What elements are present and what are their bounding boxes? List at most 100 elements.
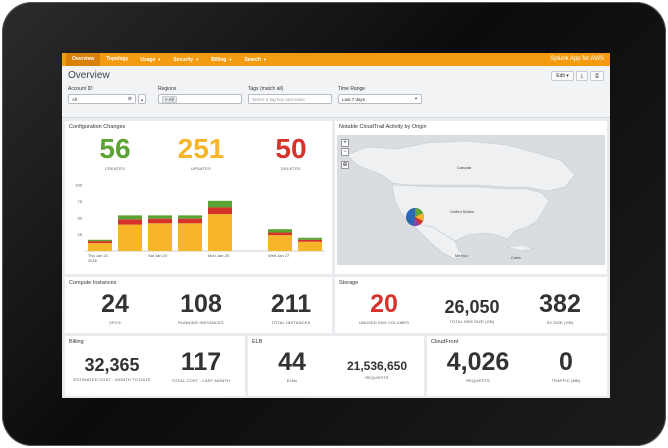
account-select-value: All bbox=[72, 96, 78, 102]
clear-icon[interactable]: ⊗ bbox=[127, 96, 132, 102]
nav-overview-label: Overview bbox=[72, 56, 95, 62]
page-header: Overview Edit ▾ ⤓ ⎙ bbox=[62, 66, 610, 84]
tags-filter: Tags (match all) Select a tag key and va… bbox=[248, 86, 332, 104]
x-tick-label: Sat Jan 23 bbox=[148, 253, 168, 258]
edit-button[interactable]: Edit ▾ bbox=[551, 71, 574, 81]
pie-slice-green bbox=[415, 208, 423, 217]
updates-stat[interactable]: 251 UPDATES bbox=[165, 135, 237, 172]
billing-panel: Billing 32,365 ESTIMATED COST - MONTH TO… bbox=[65, 336, 245, 396]
bar-segment bbox=[268, 229, 292, 233]
estimated-cost-value: 32,365 bbox=[84, 355, 140, 375]
last-month-cost-value: 117 bbox=[180, 348, 222, 376]
nav-billing-label: Billing bbox=[211, 57, 227, 63]
regions-multiselect[interactable]: × All bbox=[158, 94, 242, 104]
x-tick-label: Mon Jan 25 bbox=[208, 253, 230, 258]
bar-segment bbox=[208, 200, 232, 208]
time-filter: Time Range Last 7 days ▼ bbox=[338, 86, 422, 104]
unused-ebs-stat[interactable]: 20 UNUSED EBS VOLUMES bbox=[345, 290, 423, 326]
y-tick-label: 75 bbox=[78, 199, 83, 204]
header-actions: Edit ▾ ⤓ ⎙ bbox=[551, 71, 604, 81]
cloudtrail-map[interactable]: Canada United States Mexico Cuba bbox=[337, 135, 605, 265]
bar-segment bbox=[148, 218, 172, 224]
elb-requests-value: 21,536,650 bbox=[346, 359, 408, 373]
cloudfront-traffic-value: 0 bbox=[559, 348, 573, 376]
estimated-cost-stat[interactable]: 32,365 ESTIMATED COST - MONTH TO DATE bbox=[69, 356, 155, 382]
print-icon: ⎙ bbox=[594, 73, 599, 79]
pie-slice-purple bbox=[413, 217, 419, 227]
compute-title: Compute Instances bbox=[69, 280, 117, 286]
pie-slice-red bbox=[415, 217, 423, 225]
deletes-stat[interactable]: 50 DELETES bbox=[263, 135, 319, 172]
bar-segment bbox=[88, 243, 112, 251]
cloudfront-requests-value: 4,026 bbox=[446, 348, 510, 376]
creates-label: CREATES bbox=[105, 166, 125, 171]
canada-landmass bbox=[346, 140, 576, 192]
cloudfront-panel: CloudFront 4,026 REQUESTS 0 TRAFFIC (MB) bbox=[427, 336, 607, 396]
estimated-cost-label: ESTIMATED COST - MONTH TO DATE bbox=[73, 377, 151, 382]
account-select[interactable]: All ⊗ bbox=[68, 94, 136, 104]
x-tick-label: 2016 bbox=[88, 258, 98, 263]
cloudfront-requests-stat[interactable]: 4,026 REQUESTS bbox=[433, 348, 523, 384]
total-instances-stat[interactable]: 211 TOTAL INSTANCES bbox=[255, 292, 327, 326]
running-instances-stat[interactable]: 108 RUNNING INSTANCES bbox=[165, 292, 237, 326]
nav-search[interactable]: Search ▼ bbox=[238, 53, 273, 66]
updates-label: UPDATES bbox=[191, 166, 211, 171]
nav-security-label: Security bbox=[173, 57, 194, 63]
mexico-landmass bbox=[408, 220, 466, 260]
bar-segment bbox=[178, 223, 202, 251]
account-filter-label: Account ID bbox=[68, 86, 93, 92]
region-token[interactable]: × All bbox=[162, 95, 177, 103]
last-month-cost-stat[interactable]: 117 TOTAL COST - LAST MONTH bbox=[161, 348, 241, 384]
reset-map-button[interactable]: ⊕ bbox=[341, 161, 349, 169]
bar-segment bbox=[88, 239, 112, 242]
bar-segment bbox=[178, 215, 202, 219]
origin-pie-marker[interactable] bbox=[406, 208, 424, 227]
x-tick-label: Wed Jan 27 bbox=[268, 253, 290, 258]
chevron-down-icon: ▼ bbox=[157, 57, 162, 62]
account-filter: Account ID All ⊗ ▴ bbox=[68, 86, 146, 104]
chevron-down-icon: ▼ bbox=[195, 57, 200, 62]
map-label-canada: Canada bbox=[457, 165, 472, 170]
app-nav-bar: Overview Topology Usage ▼ Security ▼ Billi… bbox=[62, 53, 610, 66]
vpcs-stat[interactable]: 24 VPCS bbox=[85, 292, 145, 326]
total-instances-label: TOTAL INSTANCES bbox=[271, 320, 311, 325]
tags-placeholder: Select a tag key and value bbox=[252, 96, 305, 102]
total-ebs-stat[interactable]: 26,050 TOTAL EBS SIZE (GB) bbox=[433, 298, 511, 324]
chevron-down-icon: ▾ bbox=[566, 73, 569, 79]
chevron-down-icon: ▼ bbox=[263, 57, 267, 62]
config-changes-title: Configuration Changes bbox=[69, 124, 126, 130]
nav-usage[interactable]: Usage ▼ bbox=[134, 53, 167, 66]
elb-requests-stat[interactable]: 21,536,650 REQUESTS bbox=[334, 360, 420, 380]
account-dropdown-toggle[interactable]: ▴ bbox=[138, 94, 146, 104]
bar-segment bbox=[268, 232, 292, 236]
export-button[interactable]: ⤓ bbox=[575, 71, 588, 81]
chevron-down-icon: ▴ bbox=[140, 96, 143, 102]
nav-topology-label: Topology bbox=[106, 56, 129, 62]
cloudtrail-map-panel: Notable CloudTrail Activity by Origin Ca… bbox=[335, 121, 607, 274]
cloudfront-traffic-stat[interactable]: 0 TRAFFIC (MB) bbox=[531, 348, 601, 384]
creates-stat[interactable]: 56 CREATES bbox=[87, 135, 143, 172]
y-tick-label: 100 bbox=[75, 183, 82, 188]
time-range-picker[interactable]: Last 7 days ▼ bbox=[338, 94, 422, 104]
s3-size-stat[interactable]: 382 S3 SIZE (GB) bbox=[523, 292, 597, 326]
total-ebs-label: TOTAL EBS SIZE (GB) bbox=[449, 319, 495, 324]
zoom-out-button[interactable]: − bbox=[341, 148, 349, 156]
zoom-in-button[interactable]: + bbox=[341, 139, 349, 147]
bar-segment bbox=[118, 219, 142, 225]
nav-billing[interactable]: Billing ▼ bbox=[205, 53, 238, 66]
tags-input[interactable]: Select a tag key and value bbox=[248, 94, 332, 104]
page-title: Overview bbox=[68, 70, 110, 81]
bar-segment bbox=[298, 237, 322, 240]
bar-segment bbox=[118, 215, 142, 220]
minus-icon: − bbox=[343, 149, 347, 155]
config-changes-panel: Configuration Changes 56 CREATES 251 UPD… bbox=[65, 121, 332, 274]
nav-overview[interactable]: Overview bbox=[66, 53, 101, 66]
nav-topology[interactable]: Topology bbox=[100, 53, 134, 66]
cloudfront-traffic-label: TRAFFIC (MB) bbox=[551, 378, 581, 383]
print-button[interactable]: ⎙ bbox=[589, 71, 604, 81]
map-title: Notable CloudTrail Activity by Origin bbox=[339, 124, 427, 130]
nav-security[interactable]: Security ▼ bbox=[167, 53, 205, 66]
unused-ebs-value: 20 bbox=[370, 290, 398, 318]
elbs-stat[interactable]: 44 ELBs bbox=[262, 350, 322, 384]
